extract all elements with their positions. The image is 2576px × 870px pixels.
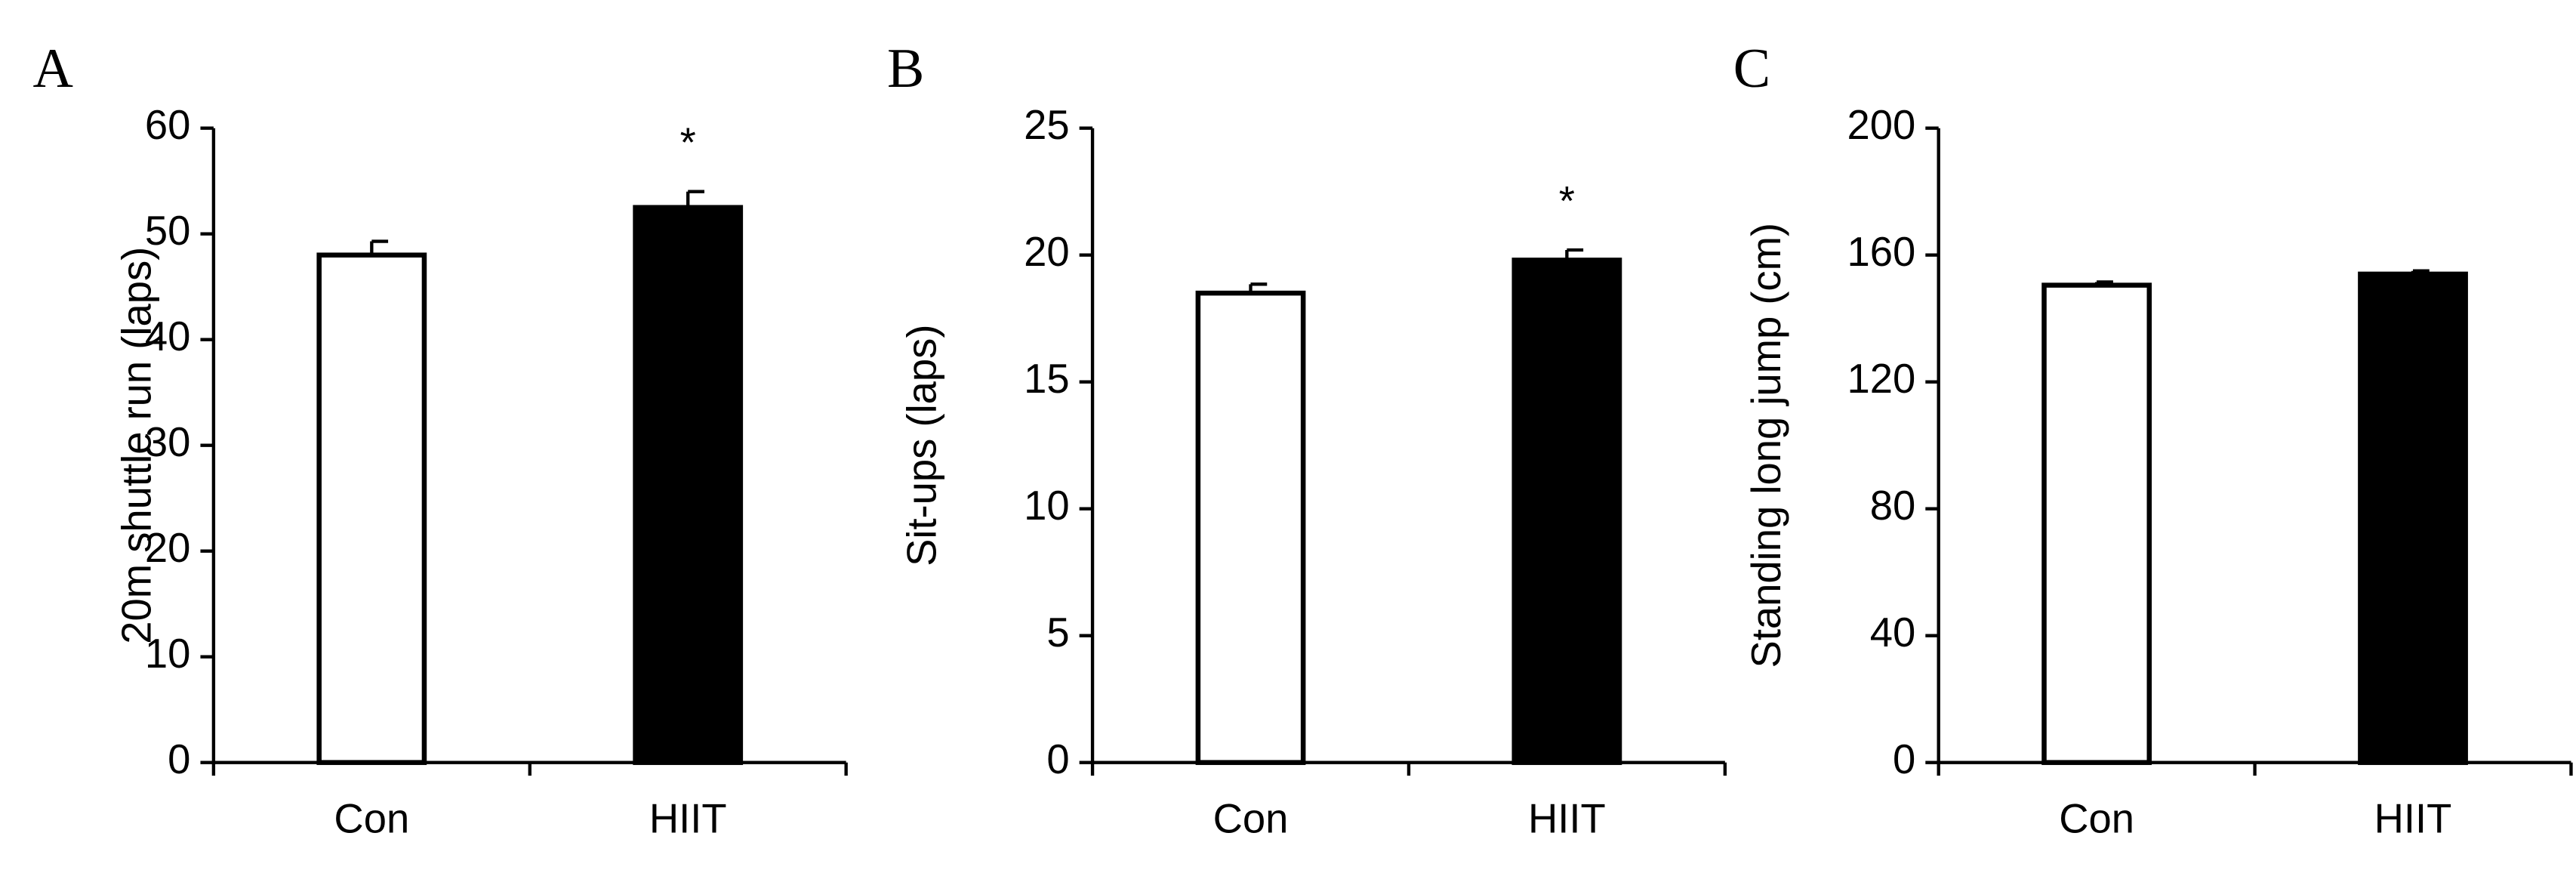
y-tick-label: 50: [145, 208, 191, 254]
y-tick-label: 40: [145, 313, 191, 359]
y-tick-label: 10: [145, 631, 191, 677]
x-tick-label: Con: [1213, 795, 1289, 841]
panel-label: C: [1733, 38, 1770, 100]
x-tick-label: Con: [334, 795, 409, 841]
y-tick-label: 20: [1024, 229, 1069, 275]
y-tick-label: 15: [1024, 356, 1069, 402]
annotation: *: [680, 119, 696, 165]
y-axis-label: Standing long jump (cm): [1743, 223, 1789, 668]
y-tick-label: 0: [168, 736, 190, 782]
x-tick-label: HIIT: [2374, 795, 2452, 841]
bar: [1511, 258, 1622, 765]
y-axis-label: 20m shuttle run (laps): [113, 247, 159, 644]
x-tick-label: HIIT: [1528, 795, 1606, 841]
bar: [1195, 290, 1306, 765]
bar: [2358, 271, 2468, 765]
x-tick-label: Con: [2059, 795, 2134, 841]
bar: [633, 205, 744, 765]
bar: [316, 252, 427, 765]
y-tick-label: 80: [1870, 483, 1916, 529]
y-axis-label: Sit-ups (laps): [898, 325, 944, 566]
x-tick-label: HIIT: [649, 795, 727, 841]
panel-label: A: [33, 38, 73, 100]
y-tick-label: 20: [145, 525, 191, 571]
y-tick-label: 200: [1847, 102, 1915, 148]
y-tick-label: 0: [1893, 736, 1915, 782]
y-tick-label: 25: [1024, 102, 1069, 148]
y-tick-label: 0: [1046, 736, 1069, 782]
panel-label: B: [887, 38, 924, 100]
y-tick-label: 60: [145, 102, 191, 148]
y-tick-label: 10: [1024, 483, 1069, 529]
y-tick-label: 40: [1870, 609, 1916, 656]
annotation: *: [1559, 177, 1575, 224]
y-tick-label: 120: [1847, 356, 1915, 402]
y-tick-label: 30: [145, 419, 191, 465]
y-tick-label: 160: [1847, 229, 1915, 275]
bar: [2041, 282, 2152, 765]
y-tick-label: 5: [1046, 609, 1069, 656]
